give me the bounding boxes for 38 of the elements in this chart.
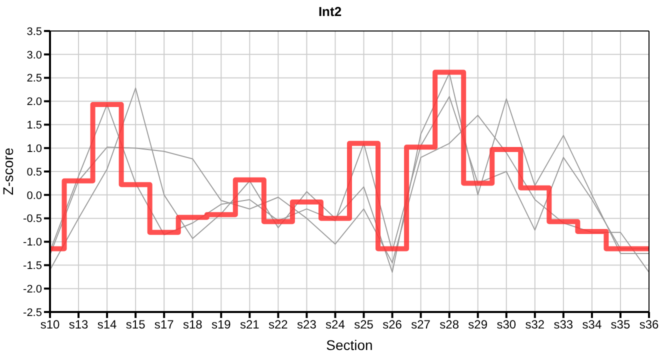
x-tick-label: s32 [525,318,545,332]
y-tick-label: 2.5 [26,72,42,85]
y-tick-label: 2.0 [26,96,42,108]
x-tick-label: s23 [297,318,317,332]
x-tick-label: s33 [554,318,574,332]
x-tick-label: s26 [382,318,402,332]
y-tick-label: -2.0 [23,283,42,296]
x-tick-label: s29 [468,318,488,332]
x-tick-label: s35 [610,318,630,332]
x-tick-label: s14 [97,318,118,332]
y-tick-label: 3.5 [26,26,42,38]
x-tick-label: s24 [326,318,346,332]
x-tick-label: s22 [268,318,288,332]
x-tick-label: s36 [639,318,659,332]
y-tick-label: -0.5 [23,213,42,226]
y-tick-label: 1.0 [26,142,42,155]
x-tick-label: s10 [40,318,60,332]
x-tick-label: s21 [240,318,260,332]
y-tick-label: 1.5 [26,120,42,132]
x-tick-label: s28 [440,318,460,332]
y-tick-label: 0.0 [26,190,42,202]
x-tick-label: s30 [496,318,516,332]
y-tick-label: 3.0 [26,49,42,62]
x-tick-label: s34 [582,318,602,332]
y-tick-label: -1.0 [23,236,42,249]
y-tick-label: 0.5 [26,166,42,178]
x-tick-label: s17 [154,318,174,332]
y-tick-label: -2.5 [23,306,42,319]
chart-title: Int2 [317,3,343,21]
x-tick-label: s18 [182,318,203,332]
x-tick-label: s25 [354,318,374,332]
y-axis-title: Z-score [0,148,16,196]
x-tick-label: s19 [211,318,232,332]
x-tick-label: s13 [68,318,89,332]
x-axis-title: Section [326,337,373,353]
y-tick-label: -1.5 [23,260,42,272]
x-tick-label: s15 [126,318,146,332]
x-tick-label: s27 [411,318,431,332]
